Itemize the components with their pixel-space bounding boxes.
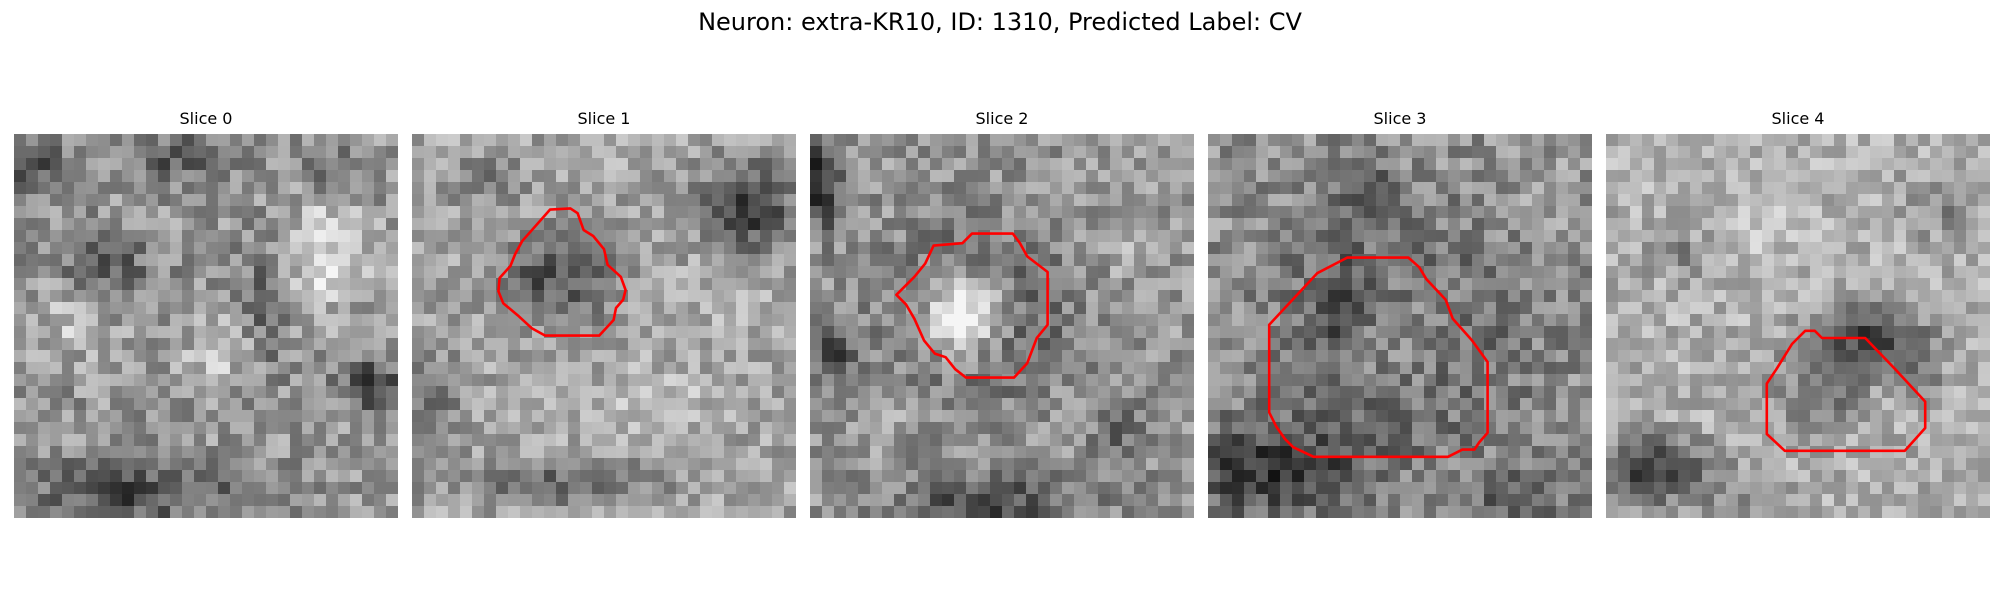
segmentation-contour xyxy=(1269,258,1487,457)
slice-image xyxy=(14,134,398,518)
slice-panel: Slice 2 xyxy=(810,108,1194,518)
slice-panel: Slice 3 xyxy=(1208,108,1592,518)
panel-title: Slice 0 xyxy=(179,109,233,128)
grayscale-pixel-grid xyxy=(14,134,398,518)
grayscale-pixel-grid xyxy=(810,134,1194,518)
slice-panel: Slice 1 xyxy=(412,108,796,518)
slice-image xyxy=(1208,134,1592,518)
slice-image xyxy=(1606,134,1990,518)
slice-image xyxy=(810,134,1194,518)
panel-title: Slice 4 xyxy=(1771,109,1825,128)
segmentation-contour xyxy=(498,208,625,335)
grayscale-pixel-grid xyxy=(1208,134,1592,518)
panel-title: Slice 1 xyxy=(577,109,631,128)
slice-image xyxy=(412,134,796,518)
segmentation-contour xyxy=(1767,331,1925,451)
slice-panel: Slice 4 xyxy=(1606,108,1990,518)
panel-title: Slice 2 xyxy=(975,109,1029,128)
panel-title: Slice 3 xyxy=(1373,109,1427,128)
slice-panel: Slice 0 xyxy=(14,108,398,518)
figure-title: Neuron: extra-KR10, ID: 1310, Predicted … xyxy=(698,8,1302,36)
grayscale-pixel-grid xyxy=(412,134,796,518)
grayscale-pixel-grid xyxy=(1606,134,1990,518)
segmentation-contour xyxy=(896,234,1047,378)
